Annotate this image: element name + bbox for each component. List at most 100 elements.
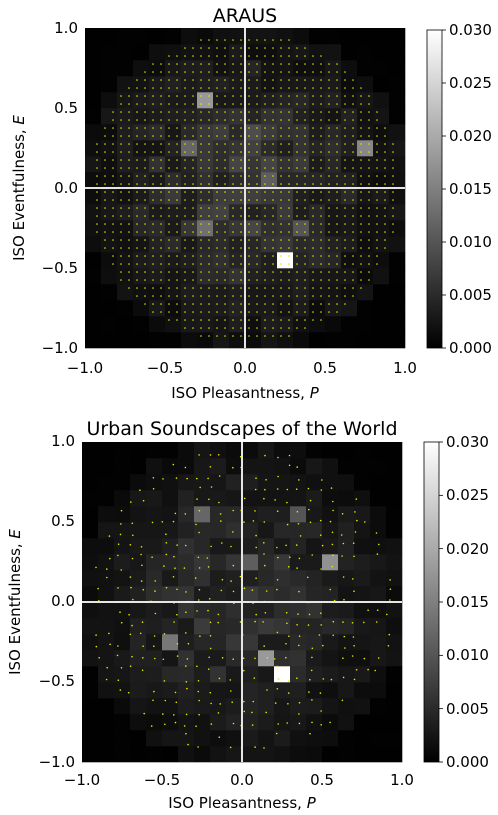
sample-point (112, 199, 114, 201)
sample-point (376, 263, 378, 265)
sample-point (240, 303, 242, 305)
sample-point (288, 231, 290, 233)
heatmap-cell (322, 682, 339, 699)
sample-point (216, 167, 218, 169)
sample-point (392, 151, 394, 153)
heatmap-cell (213, 204, 230, 221)
sample-point (296, 79, 298, 81)
sample-point (142, 499, 145, 502)
colorbar-tick-label: 0.000 (446, 753, 489, 771)
sample-point (208, 95, 210, 97)
sample-point (112, 255, 114, 257)
sample-point (248, 295, 250, 297)
sample-point (320, 279, 322, 281)
heatmap-cell (149, 28, 166, 45)
sample-point (264, 295, 266, 297)
sample-point (312, 263, 314, 265)
sample-point (144, 119, 146, 121)
sample-point (360, 255, 362, 257)
sample-point (208, 183, 210, 185)
sample-point (208, 47, 210, 49)
sample-point (208, 231, 210, 233)
heatmap-cell (389, 284, 406, 301)
sample-point (160, 175, 162, 177)
heatmap-cell (306, 730, 323, 747)
sample-point (168, 175, 170, 177)
heatmap-cell (274, 442, 291, 459)
sample-point (360, 151, 362, 153)
sample-point (256, 71, 258, 73)
sample-point (248, 79, 250, 81)
heatmap-cell (258, 586, 275, 603)
sample-point (197, 680, 200, 682)
heatmap-cell (370, 554, 387, 571)
heatmap-cell (117, 284, 134, 301)
sample-point (176, 247, 178, 249)
heatmap-cell (101, 188, 118, 205)
sample-point (360, 87, 362, 89)
sample-point (168, 319, 170, 321)
sample-point (311, 699, 313, 701)
heatmap-cell (210, 714, 227, 731)
sample-point (184, 319, 186, 321)
sample-point (352, 199, 354, 201)
sample-point (240, 287, 242, 289)
sample-point (168, 255, 170, 257)
heatmap-cell (229, 204, 246, 221)
sample-point (304, 71, 306, 73)
sample-point (368, 103, 370, 105)
sample-point (208, 55, 210, 57)
sample-point (266, 689, 268, 691)
sample-point (312, 143, 314, 145)
sample-point (320, 143, 322, 145)
heatmap-cell (370, 538, 387, 555)
sample-point (384, 239, 386, 241)
sample-point (330, 678, 333, 681)
sample-point (336, 247, 338, 249)
colorbar-tick-label: 0.015 (446, 593, 489, 611)
heatmap-cell (194, 442, 211, 459)
heatmap-cell (178, 442, 195, 459)
sample-point (120, 199, 122, 201)
sample-point (256, 151, 258, 153)
heatmap-cell (306, 714, 323, 731)
sample-point (336, 199, 338, 201)
sample-point (198, 713, 200, 716)
sample-point (280, 39, 282, 41)
sample-point (352, 271, 354, 273)
sample-point (320, 724, 323, 726)
sample-point (104, 135, 106, 137)
heatmap-cell (101, 220, 118, 237)
heatmap-cell (197, 28, 214, 45)
sample-point (288, 279, 290, 281)
sample-point (320, 79, 322, 81)
sample-point (130, 501, 132, 503)
heatmap-cell (341, 76, 358, 93)
sample-point (296, 95, 298, 97)
sample-point (363, 657, 366, 660)
sample-point (285, 544, 287, 547)
sample-point (200, 151, 202, 153)
sample-point (154, 657, 156, 660)
sample-point (150, 725, 153, 727)
sample-point (120, 509, 123, 512)
sample-point (140, 546, 143, 548)
heatmap-cell (130, 714, 147, 731)
sample-point (168, 87, 170, 89)
sample-point (352, 215, 354, 217)
sample-point (168, 79, 170, 81)
sample-point (160, 87, 162, 89)
sample-point (256, 263, 258, 265)
sample-point (224, 335, 226, 337)
sample-point (131, 557, 134, 560)
sample-point (240, 151, 242, 153)
sample-point (216, 79, 218, 81)
sample-point (184, 271, 186, 273)
sample-point (272, 159, 274, 161)
colorbar-gradient (423, 441, 440, 763)
heatmap-cell (226, 554, 243, 571)
heatmap-cell (370, 714, 387, 731)
sample-point (276, 510, 279, 512)
heatmap-cell (117, 108, 134, 125)
sample-point (352, 287, 354, 289)
